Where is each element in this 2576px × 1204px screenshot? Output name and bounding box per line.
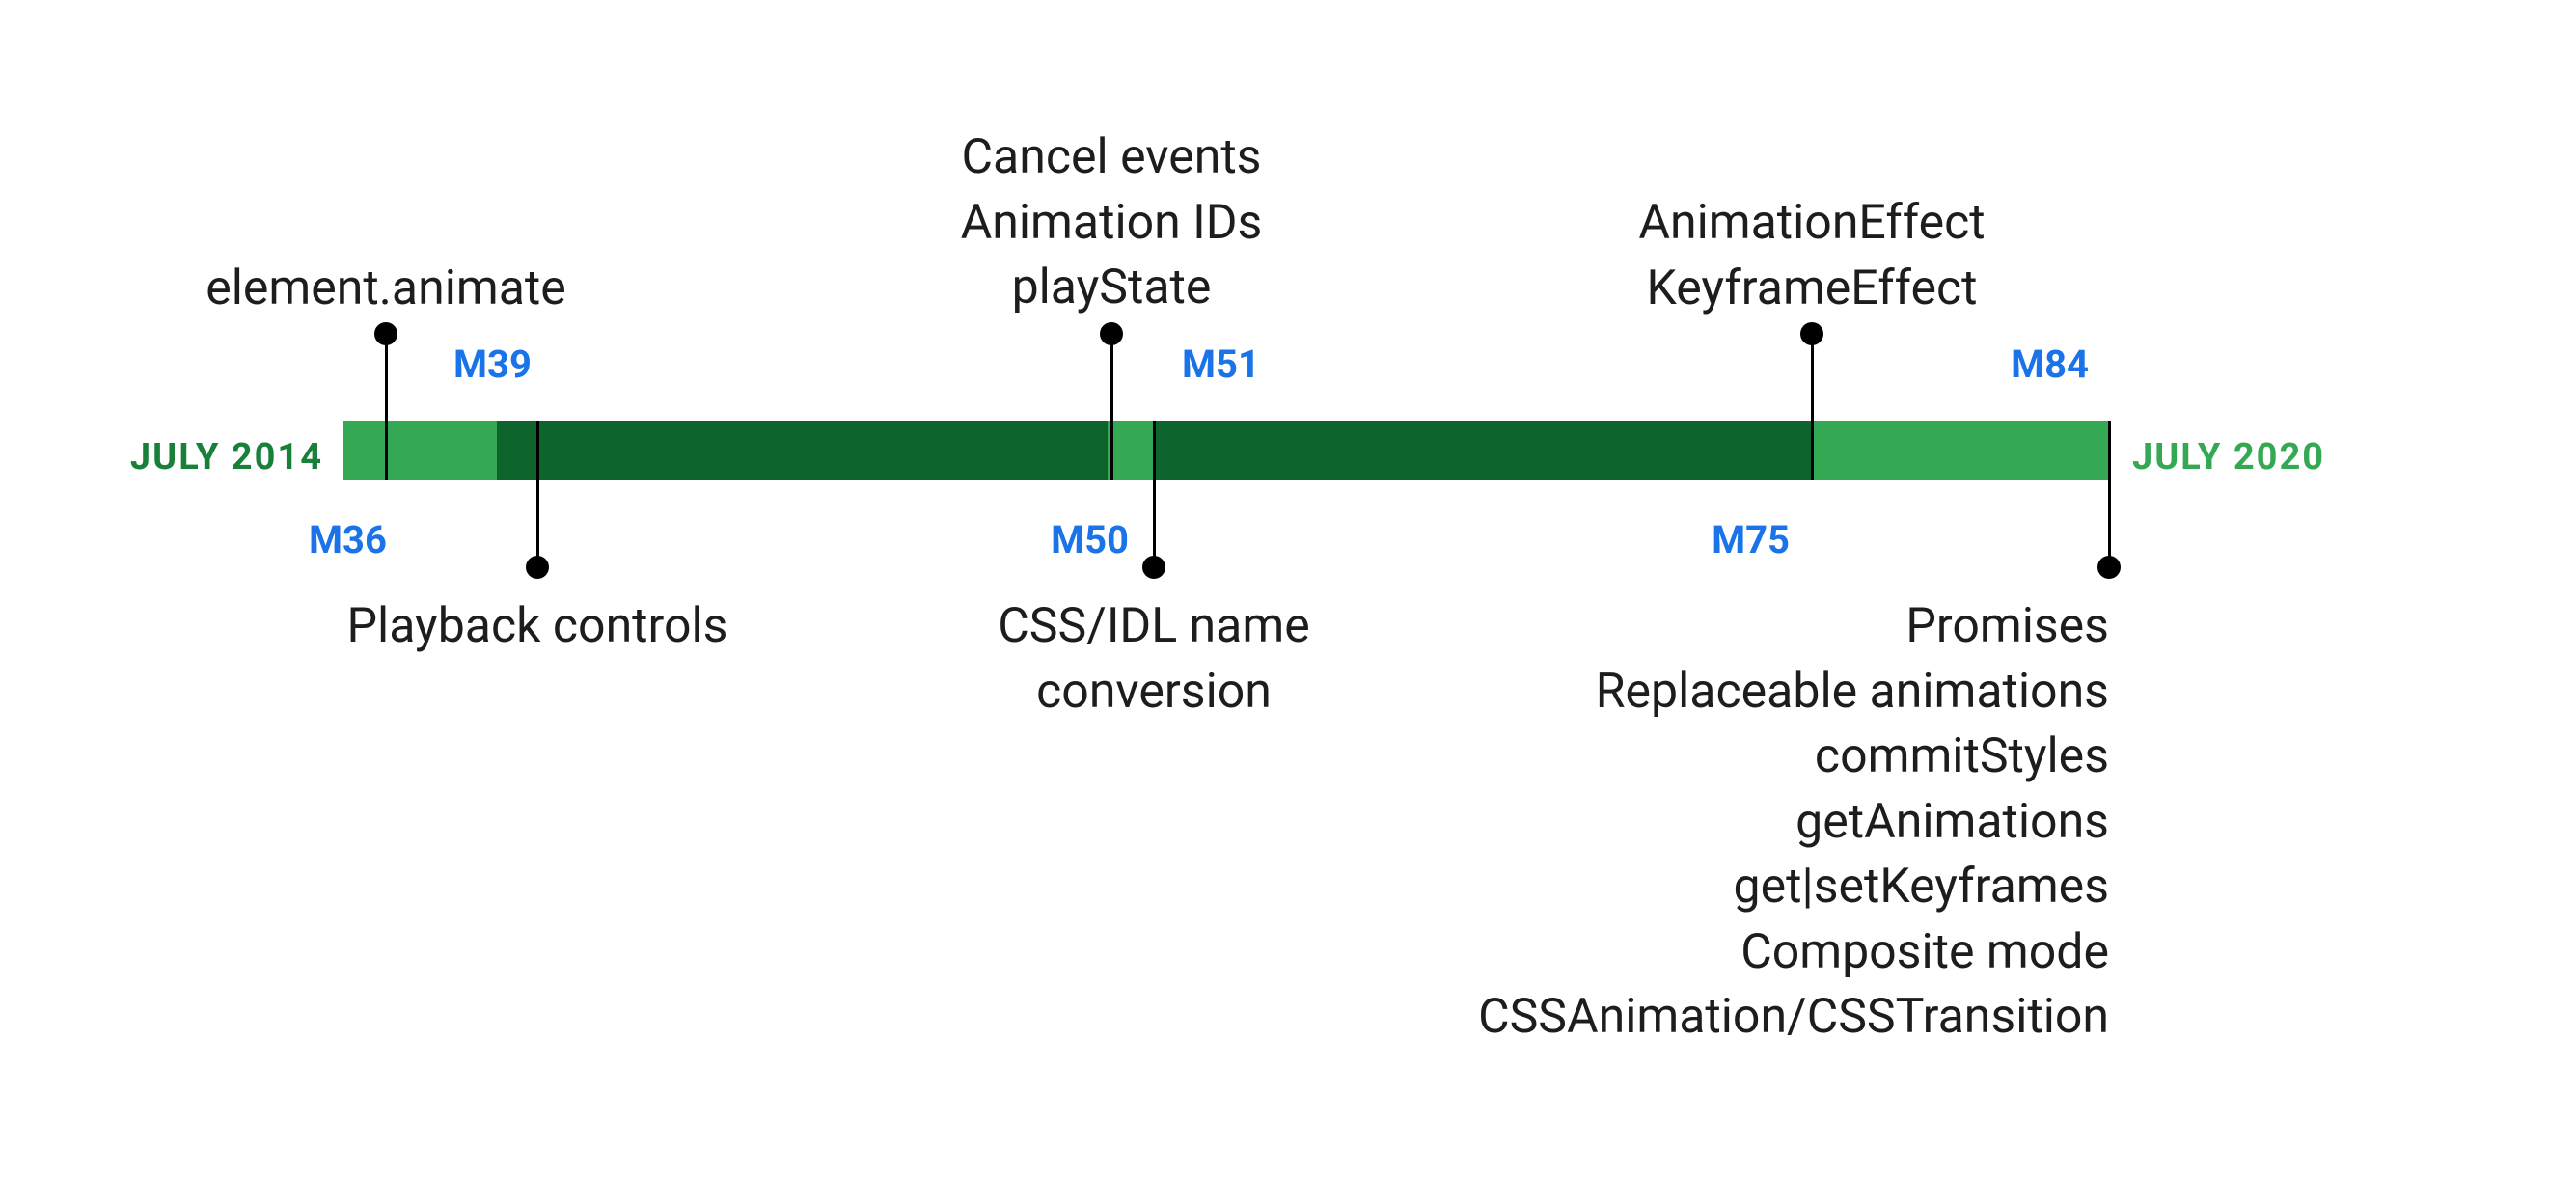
milestone-label-m75: M75 [1712,517,1790,562]
milestone-label-m50: M50 [1051,517,1129,562]
feature-text-m39: Playback controls [347,594,728,660]
milestone-stem [2108,421,2111,567]
timeline-diagram: JULY 2014 JULY 2020 M36 element.animate M39 P… [0,0,2576,1204]
milestone-dot [2097,556,2121,579]
milestone-label-m84: M84 [2011,342,2089,387]
milestone-label-m39: M39 [453,342,532,387]
timeline-bar-segment [343,421,497,480]
milestone-dot [1800,322,1823,345]
timeline-bar-segment [1812,421,2109,480]
milestone-dot [526,556,549,579]
milestone-label-m36: M36 [309,517,387,562]
timeline-bar-segment [1154,421,1812,480]
feature-text-m84: PromisesReplaceable animationscommitStyl… [1478,594,2109,1051]
milestone-dot [1142,556,1165,579]
feature-text-m51: Cancel eventsAnimation IDsplayState [961,125,1263,321]
milestone-stem [1811,334,1814,480]
milestone-stem [1110,334,1113,480]
milestone-stem [536,421,539,567]
feature-text-m75: AnimationEffectKeyframeEffect [1638,191,1985,321]
timeline-start-date: JULY 2014 [130,436,323,479]
milestone-stem [385,334,388,480]
timeline-bar-segment [1108,421,1154,480]
milestone-dot [374,322,397,345]
milestone-stem [1153,421,1156,567]
feature-text-m36: element.animate [206,257,566,322]
timeline-bar-segment [497,421,1108,480]
timeline-end-date: JULY 2020 [2132,436,2325,479]
milestone-dot [1100,322,1123,345]
milestone-label-m51: M51 [1182,342,1260,387]
feature-text-m50: CSS/IDL nameconversion [998,594,1309,725]
